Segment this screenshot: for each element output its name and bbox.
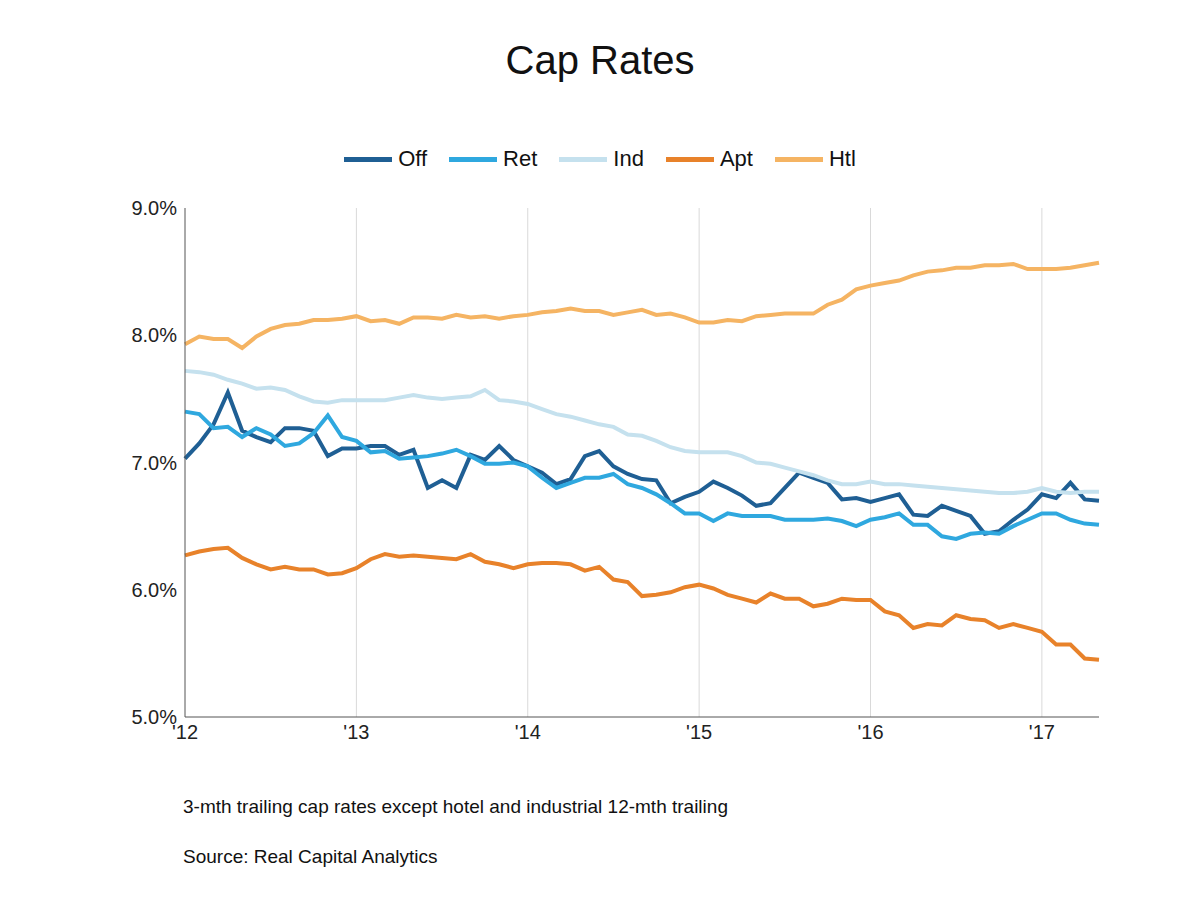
html-text:Htl: Htl: [829, 146, 856, 171]
html-text:Ret: Ret: [503, 146, 538, 171]
html-text:Source: Real Capital Analytics: Source: Real Capital Analytics: [183, 846, 438, 867]
svg-text:'16: '16: [857, 721, 883, 743]
svg-text:'17: '17: [1029, 721, 1055, 743]
svg-text:6.0%: 6.0%: [131, 579, 177, 601]
svg-text:5.0%: 5.0%: [131, 706, 177, 728]
html-text:Apt: Apt: [719, 146, 753, 171]
svg-text:7.0%: 7.0%: [131, 452, 177, 474]
svg-text:9.0%: 9.0%: [131, 197, 177, 219]
html-text:Cap Rates: Cap Rates: [505, 38, 695, 82]
html-text:Ind: Ind: [613, 146, 644, 171]
svg-text:'14: '14: [515, 721, 541, 743]
html-text:3-mth trailing cap rates excep: 3-mth trailing cap rates except hotel an…: [183, 796, 728, 817]
svg-text:8.0%: 8.0%: [131, 324, 177, 346]
svg-text:'13: '13: [343, 721, 369, 743]
svg-text:'12: '12: [172, 721, 198, 744]
svg-text:'15: '15: [686, 721, 712, 743]
html-text:Off: Off: [398, 146, 428, 171]
